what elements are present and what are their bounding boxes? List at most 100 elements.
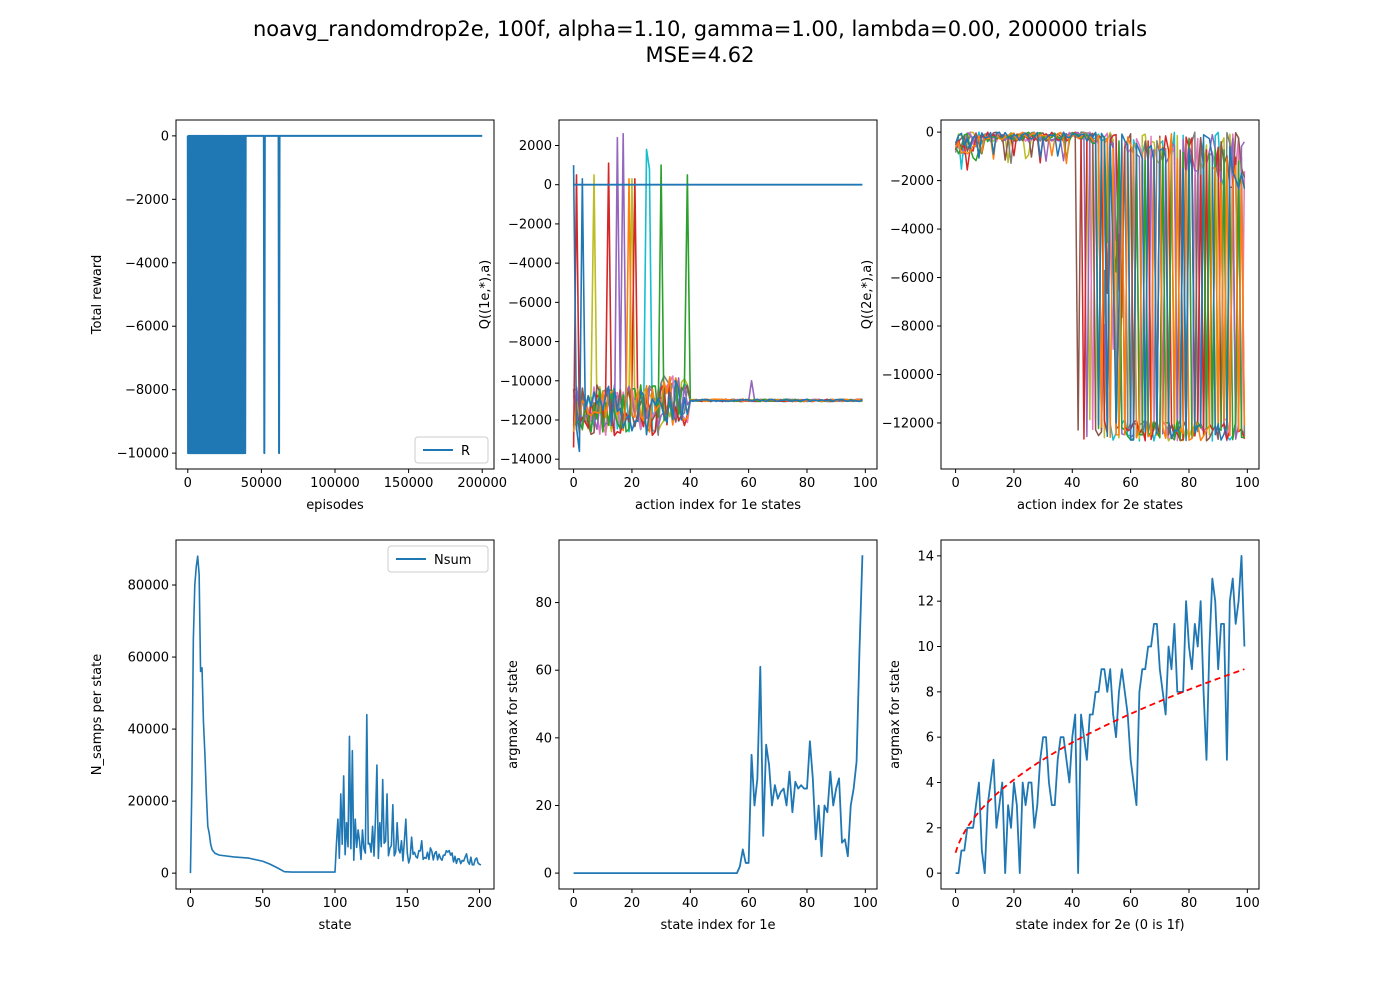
x-tick-label: 0: [184, 476, 192, 491]
figure-title: noavg_randomdrop2e, 100f, alpha=1.10, ga…: [0, 16, 1400, 68]
x-axis-label: state index for 2e (0 is 1f): [1015, 918, 1184, 933]
legend-box: [387, 545, 489, 573]
x-tick-label: 0: [951, 896, 959, 911]
chart-argmax-1e: 0 20 40 60 80 100 0 20 40 60 80 state index for 1e a…: [506, 539, 878, 933]
y-tick-label: −14000: [500, 453, 552, 468]
x-tick-label: 80: [1181, 476, 1198, 491]
x-tick-label: 0: [569, 476, 577, 491]
x-tick-label: 100: [323, 896, 348, 911]
y-tick-label: −6000: [890, 271, 934, 286]
y-tick-label: 20000: [128, 795, 169, 810]
x-tick-label: 100: [853, 896, 878, 911]
x-tick-label: 0: [569, 896, 577, 911]
series-line-argmax-1e: [573, 555, 864, 875]
y-tick-label: 0: [544, 178, 552, 193]
series-line-0: [954, 131, 1246, 442]
x-tick-label: 150000: [384, 476, 434, 491]
x-tick-label: 40: [1064, 476, 1081, 491]
plot-area: [954, 554, 1246, 875]
plot-area: [573, 555, 864, 875]
y-tick-label: −8000: [508, 335, 552, 350]
y-tick-label: −2000: [125, 193, 169, 208]
y-tick-label: 2: [926, 821, 934, 836]
series-line-argmax-2e: [955, 554, 1246, 875]
y-axis-label: Total reward: [90, 255, 105, 336]
y-tick-label: −12000: [882, 416, 934, 431]
y-tick-label: −10000: [882, 368, 934, 383]
plot-area: [954, 131, 1246, 442]
y-tick-label: −12000: [500, 413, 552, 428]
y-tick-label: 0: [161, 129, 169, 144]
y-tick-label: 20: [535, 799, 552, 814]
legend: Nsum: [387, 545, 489, 573]
y-tick-label: −8000: [125, 383, 169, 398]
series-line-Nsum: [189, 555, 482, 874]
x-axis-label: action index for 1e states: [635, 498, 801, 513]
x-axis-label: state: [319, 918, 352, 933]
series-line-4: [572, 132, 863, 434]
y-tick-label: −6000: [508, 296, 552, 311]
y-tick-label: −8000: [890, 320, 934, 335]
x-tick-label: 60: [740, 476, 757, 491]
x-axis-label: action index for 2e states: [1017, 498, 1183, 513]
x-tick-label: 50: [254, 896, 271, 911]
y-tick-label: 0: [544, 867, 552, 882]
y-tick-label: −2000: [508, 217, 552, 232]
y-tick-label: −10000: [117, 447, 169, 462]
y-tick-label: −4000: [890, 223, 934, 238]
legend-label: Nsum: [434, 553, 471, 568]
x-tick-label: 50000: [241, 476, 282, 491]
x-tick-label: 20: [624, 896, 641, 911]
y-tick-label: −4000: [125, 256, 169, 271]
axes-frame: [940, 539, 1260, 890]
x-tick-label: 20: [624, 476, 641, 491]
y-tick-label: 80000: [128, 579, 169, 594]
series-line-R: [186, 134, 483, 455]
x-tick-label: 60: [1122, 896, 1139, 911]
y-tick-label: 12: [917, 595, 934, 610]
x-tick-label: 0: [951, 476, 959, 491]
y-axis-label: N_samps per state: [90, 654, 105, 775]
y-tick-label: 40: [535, 731, 552, 746]
y-tick-label: 60000: [128, 651, 169, 666]
figure-title-line-2: MSE=4.62: [645, 43, 755, 67]
axes-frame: [940, 119, 1260, 470]
y-tick-label: 6: [926, 731, 934, 746]
x-tick-label: 80: [799, 476, 816, 491]
y-tick-label: −4000: [508, 257, 552, 272]
y-tick-label: 10: [917, 640, 934, 655]
x-tick-label: 60: [1122, 476, 1139, 491]
x-axis-label: episodes: [306, 498, 364, 513]
axes-frame: [558, 119, 878, 470]
y-tick-label: 14: [917, 549, 934, 564]
y-tick-label: 0: [926, 126, 934, 141]
x-tick-label: 20: [1006, 896, 1023, 911]
y-axis-label: argmax for state: [888, 660, 903, 769]
chart-q-1e: 0 20 40 60 80 100 2000 0 −2000 −4000 −6000 −8000 −10…: [478, 119, 878, 513]
x-tick-label: 200: [467, 896, 492, 911]
x-tick-label: 100: [1235, 476, 1260, 491]
x-tick-label: 40: [682, 896, 699, 911]
x-tick-label: 40: [682, 476, 699, 491]
chart-q-2e: 0 20 40 60 80 100 0 −2000 −4000 −6000 −8000 −10000 −…: [860, 119, 1260, 513]
x-tick-label: 0: [186, 896, 194, 911]
x-tick-label: 80: [1181, 896, 1198, 911]
y-tick-label: 60: [535, 664, 552, 679]
y-tick-label: −2000: [890, 174, 934, 189]
y-tick-label: 2000: [519, 139, 552, 154]
y-tick-label: 40000: [128, 723, 169, 738]
chart-nsamps: 0 50 100 150 200 0 20000 40000 60000 80000 state N_…: [90, 539, 495, 933]
y-tick-label: 8: [926, 685, 934, 700]
legend: R: [414, 436, 489, 464]
y-tick-label: −10000: [500, 374, 552, 389]
y-tick-label: 4: [926, 776, 934, 791]
legend-label: R: [461, 444, 470, 459]
y-axis-label: Q((2e,*),a): [860, 260, 875, 330]
x-tick-label: 150: [395, 896, 420, 911]
figure-title-line-1: noavg_randomdrop2e, 100f, alpha=1.10, ga…: [252, 17, 1148, 41]
plot-area: [189, 555, 482, 874]
plot-area: [572, 132, 863, 453]
axes-frame: [558, 539, 878, 890]
y-tick-label: 80: [535, 596, 552, 611]
